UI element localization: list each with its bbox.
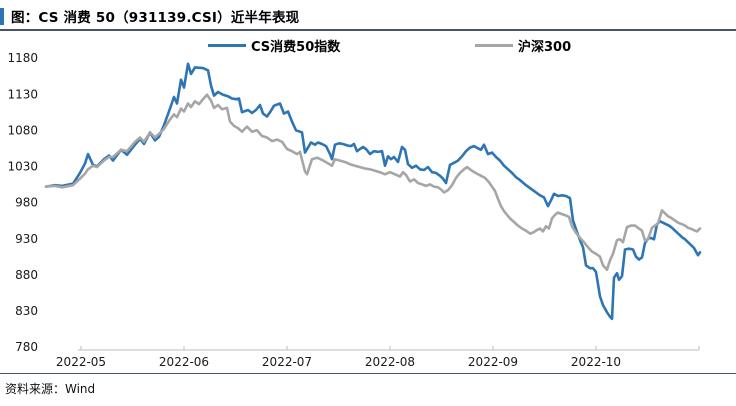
title-accent-bar bbox=[0, 7, 4, 25]
y-axis-tick-label: 830 bbox=[15, 304, 38, 318]
y-axis-tick-label: 880 bbox=[15, 268, 38, 282]
y-axis-tick-label: 1180 bbox=[7, 51, 38, 65]
x-axis-tick-label: 2022-10 bbox=[571, 355, 621, 369]
legend-label: CS消费50指数 bbox=[251, 39, 341, 55]
x-axis-tick-label: 2022-06 bbox=[159, 355, 209, 369]
x-axis-tick-label: 2022-07 bbox=[262, 355, 312, 369]
series-line-hs300 bbox=[44, 93, 702, 272]
x-axis-tick-label: 2022-08 bbox=[365, 355, 415, 369]
y-axis-tick-label: 1130 bbox=[7, 87, 38, 101]
title-divider-rule bbox=[0, 29, 736, 31]
source-divider-rule bbox=[0, 373, 736, 374]
x-axis-tick-label: 2022-05 bbox=[56, 355, 106, 369]
figure-title: 图：CS 消费 50（931139.CSI）近半年表现 bbox=[11, 10, 300, 26]
chart-legend: CS消费50指数 沪深300 bbox=[0, 37, 736, 55]
y-axis-tick-label: 1080 bbox=[7, 123, 38, 137]
legend-item: 沪深300 bbox=[475, 37, 572, 55]
figure-title-row: 图：CS 消费 50（931139.CSI）近半年表现 bbox=[0, 6, 299, 26]
y-axis-tick-label: 1030 bbox=[7, 160, 38, 174]
x-axis-tick-label: 2022-09 bbox=[468, 355, 518, 369]
series-line-cs-consumer50 bbox=[44, 62, 702, 321]
legend-label: 沪深300 bbox=[518, 39, 572, 55]
legend-line-swatch bbox=[475, 43, 513, 47]
y-axis-tick-label: 780 bbox=[15, 340, 38, 354]
legend-item: CS消费50指数 bbox=[208, 37, 341, 55]
y-axis-tick-label: 980 bbox=[15, 196, 38, 210]
y-axis-tick-label: 930 bbox=[15, 232, 38, 246]
data-source-label: 资料来源：Wind bbox=[5, 382, 96, 396]
legend-line-swatch bbox=[208, 43, 246, 47]
